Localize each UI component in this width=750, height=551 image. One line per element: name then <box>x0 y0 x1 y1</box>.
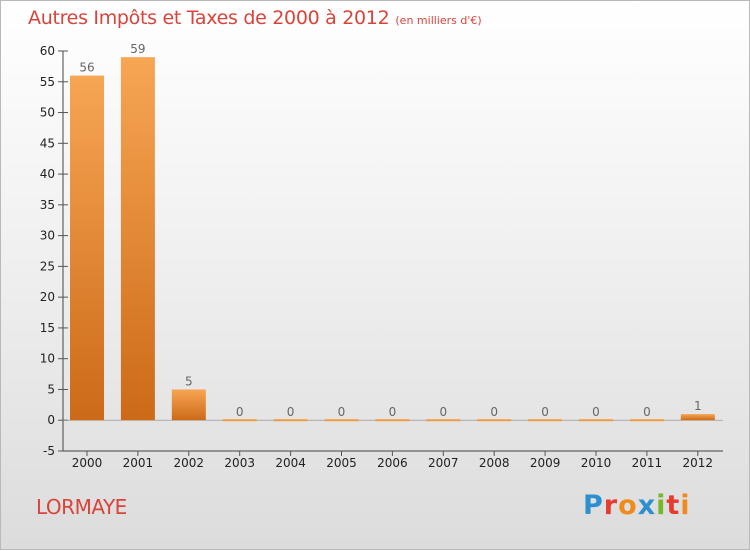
bar <box>477 419 512 422</box>
y-tick-label: -5 <box>43 444 55 458</box>
y-tick-label: 30 <box>40 229 55 243</box>
bar <box>324 419 359 422</box>
x-tick-label: 2006 <box>377 456 408 470</box>
data-label: 0 <box>490 405 498 419</box>
logo-letter: o <box>618 490 638 521</box>
y-tick-label: 0 <box>47 413 55 427</box>
bar <box>171 389 206 421</box>
data-label: 0 <box>643 405 651 419</box>
bar-series <box>70 57 715 422</box>
data-label: 0 <box>287 405 295 419</box>
logo-letter: r <box>603 490 619 521</box>
logo-letter: i <box>680 490 691 521</box>
bar <box>680 414 715 421</box>
y-tick-label: 20 <box>40 290 55 304</box>
data-label: 1 <box>694 399 702 413</box>
logo-letter: t <box>666 490 681 521</box>
data-label: 0 <box>592 405 600 419</box>
y-tick-label: 40 <box>40 167 55 181</box>
x-tick-label: 2002 <box>174 456 205 470</box>
x-tick-label: 2007 <box>428 456 459 470</box>
x-tick-label: 2012 <box>683 456 714 470</box>
x-tick-label: 2011 <box>632 456 663 470</box>
bar <box>528 419 563 422</box>
data-label: 56 <box>79 61 94 75</box>
x-tick-label: 2005 <box>326 456 357 470</box>
bar <box>426 419 461 422</box>
x-axis: 2000 2001 2002 2003 2004 2005 2006 2007 2008 2009… <box>63 419 723 470</box>
y-tick-label: 50 <box>40 106 55 120</box>
x-tick-label: 2001 <box>123 456 154 470</box>
chart-title-text: Autres Impôts et Taxes de 2000 à 2012 <box>28 7 390 29</box>
data-label: 0 <box>338 405 346 419</box>
x-tick-label: 2008 <box>479 456 510 470</box>
x-tick-label: 2000 <box>72 456 103 470</box>
data-label: 59 <box>130 42 145 56</box>
logo-letter: P <box>583 490 604 521</box>
data-label: 0 <box>439 405 447 419</box>
y-tick-label: 15 <box>40 321 55 335</box>
y-tick-label: 35 <box>40 198 55 212</box>
data-label: 0 <box>389 405 397 419</box>
x-tick-label: 2004 <box>275 456 306 470</box>
chart-subtitle: (en milliers d'€) <box>395 14 482 27</box>
bar <box>375 419 410 422</box>
x-tick-label: 2003 <box>224 456 255 470</box>
y-tick-label: 10 <box>40 352 55 366</box>
y-axis: -5 0 5 10 15 20 25 30 35 40 45 50 55 60 <box>40 44 68 458</box>
logo-letter: i <box>656 490 667 521</box>
bar <box>579 419 613 422</box>
y-tick-label: 60 <box>40 44 55 58</box>
logo-letter: x <box>637 490 657 521</box>
y-tick-label: 5 <box>47 382 55 396</box>
x-tick-label: 2010 <box>581 456 612 470</box>
y-tick-label: 45 <box>40 136 55 150</box>
bar <box>70 75 104 421</box>
chart-title: Autres Impôts et Taxes de 2000 à 2012 (en… <box>28 7 482 29</box>
y-tick-label: 25 <box>40 259 55 273</box>
data-label: 5 <box>185 374 193 388</box>
data-label: 0 <box>541 405 549 419</box>
bar <box>222 419 257 422</box>
bar <box>273 419 308 422</box>
x-tick-label: 2009 <box>530 456 561 470</box>
bar <box>120 57 155 421</box>
data-labels: 56 59 5 0 0 0 0 0 0 0 0 0 1 <box>79 42 701 419</box>
proxiti-logo: Proxiti <box>583 490 691 521</box>
y-tick-label: 55 <box>40 75 55 89</box>
data-label: 0 <box>236 405 244 419</box>
bar <box>629 419 664 422</box>
commune-name: LORMAYE <box>36 495 127 519</box>
